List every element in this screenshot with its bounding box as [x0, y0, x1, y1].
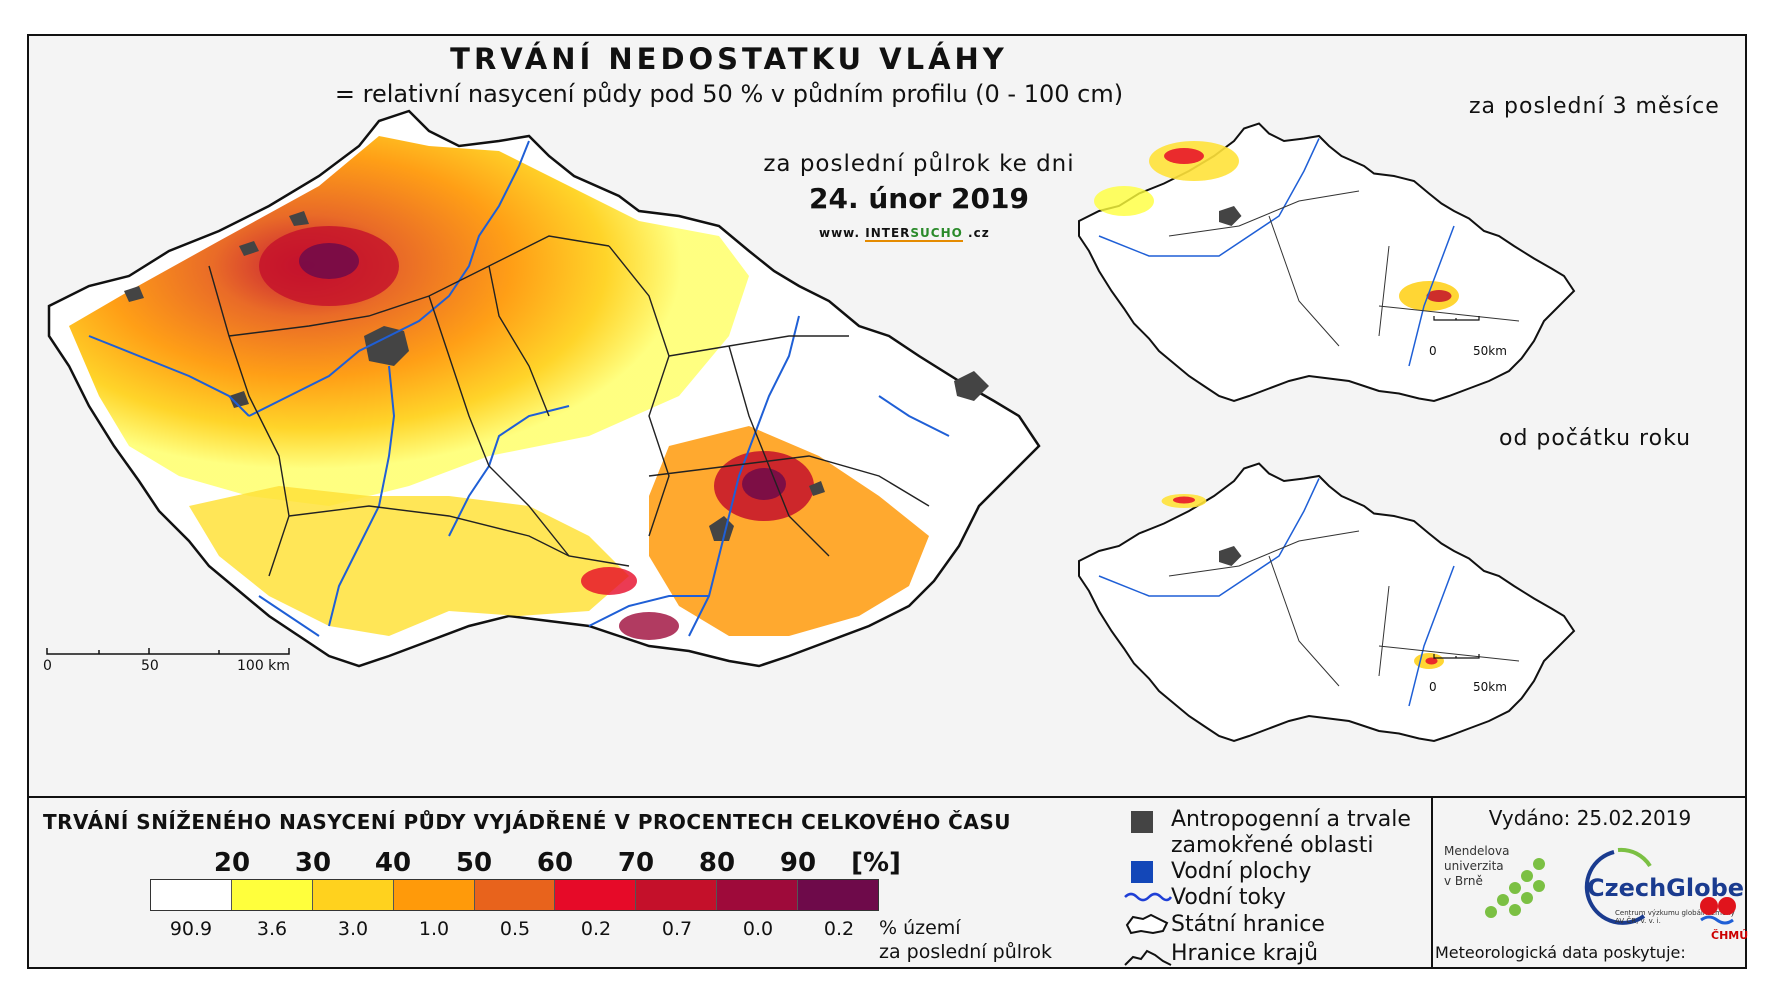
region-borders	[208, 235, 930, 577]
mendel-university-logo: Mendelova univerzita v Brně	[1444, 844, 1510, 888]
inset-title-year-start: od počátku roku	[1499, 426, 1692, 451]
credits-divider	[1431, 796, 1433, 969]
inset-year-start-scale-end: 50km	[1473, 680, 1507, 694]
inset-year-start-map	[1078, 462, 1576, 743]
period-label: za poslední půlrok ke dni	[763, 151, 1075, 177]
legend-swatch	[636, 880, 718, 910]
threshold-label: 50	[455, 848, 493, 878]
legend-swatch	[555, 880, 637, 910]
threshold-label: 40	[374, 848, 412, 878]
website-link[interactable]: www. INTERSUCHO .cz	[819, 226, 990, 242]
meteo-data-note: Meteorologická data poskytuje:	[1435, 943, 1686, 962]
drought-hotspot-moravia-core	[742, 468, 786, 500]
threshold-label: 30	[294, 848, 332, 878]
area-percent: 1.0	[418, 918, 450, 940]
inset-3-months-scale-bar	[1433, 316, 1480, 321]
region-border-symbol	[1124, 949, 1172, 966]
state-border-symbol	[1125, 913, 1169, 935]
scale-label-end: 100 km	[237, 658, 290, 674]
legend-swatch	[231, 880, 313, 910]
drought-hotspot-sw	[581, 567, 637, 595]
anthropogenic-areas	[124, 211, 989, 541]
area-percent: 90.9	[169, 918, 213, 940]
threshold-label: 60	[536, 848, 574, 878]
czechglobe-logo: CzechGlobe	[1587, 874, 1745, 902]
map-graphics	[46, 109, 1576, 743]
inset-3-months-scale-zero: 0	[1429, 344, 1437, 358]
key-water-bodies: Vodní plochy	[1171, 859, 1312, 884]
mendel-dots-icon	[1485, 858, 1545, 918]
inset-3-months-map	[1078, 122, 1576, 403]
legend-swatch	[312, 880, 394, 910]
legend-swatch	[151, 880, 232, 910]
key-anthropogenic: Antropogenní a trvale zamokřené oblasti	[1171, 807, 1411, 858]
area-percent: 0.2	[580, 918, 612, 940]
inset-title-3-months: za poslední 3 měsíce	[1469, 94, 1720, 119]
inset-year-start-scale-zero: 0	[1429, 680, 1437, 694]
area-percent: 3.0	[337, 918, 369, 940]
chmu-label: ČHMÚ	[1711, 929, 1749, 942]
map-date: 24. únor 2019	[809, 182, 1029, 215]
area-percent: 0.5	[499, 918, 531, 940]
main-scale-bar	[46, 648, 290, 655]
key-region-border: Hranice krajů	[1171, 941, 1319, 966]
area-percent: 0.7	[661, 918, 693, 940]
legend-swatch	[717, 880, 799, 910]
stream-symbol	[1124, 892, 1173, 902]
chmu-logo-icon	[1700, 897, 1736, 925]
rivers	[88, 140, 950, 637]
inset-year-start-scale-bar	[1433, 654, 1480, 659]
drought-area-bohemia	[69, 136, 749, 506]
inset-3-months-scale-end: 50km	[1473, 344, 1507, 358]
water-body-symbol	[1131, 861, 1153, 883]
key-line-symbols	[1124, 892, 1173, 966]
threshold-label: 70	[617, 848, 655, 878]
legend-color-bar	[150, 879, 879, 911]
legend-swatch	[474, 880, 556, 910]
scale-label-mid: 50	[141, 658, 159, 674]
area-percent: 0.0	[742, 918, 774, 940]
issued-date: Vydáno: 25.02.2019	[1488, 806, 1692, 830]
drought-area-south-bohemia	[189, 486, 629, 636]
map-frame: TRVÁNÍ NEDOSTATKU VLÁHY = relativní nasy…	[27, 34, 1749, 969]
map-title: TRVÁNÍ NEDOSTATKU VLÁHY	[450, 42, 1008, 76]
drought-hotspot-central-core	[299, 243, 359, 279]
key-streams: Vodní toky	[1171, 885, 1286, 910]
legend-swatch	[393, 880, 475, 910]
key-state-border: Státní hranice	[1171, 912, 1325, 937]
legend-swatch	[798, 880, 879, 910]
area-note: % území za poslední půlrok	[879, 917, 1053, 963]
czechglobe-swoosh-icon	[1584, 847, 1652, 925]
area-percent: 3.6	[256, 918, 288, 940]
scale-label-zero: 0	[43, 658, 52, 674]
legend-title: TRVÁNÍ SNÍŽENÉHO NASYCENÍ PŮDY VYJÁDŘENÉ…	[43, 810, 1011, 834]
threshold-label: 80	[698, 848, 736, 878]
area-percent: 0.2	[823, 918, 855, 940]
map-subtitle: = relativní nasycení půdy pod 50 % v půd…	[334, 80, 1124, 108]
threshold-unit: [%]	[851, 848, 901, 878]
anthropogenic-symbol	[1131, 811, 1153, 833]
drought-hotspot-south	[619, 612, 679, 640]
legend-divider	[29, 796, 1745, 798]
threshold-label: 20	[213, 848, 251, 878]
threshold-label: 90	[779, 848, 817, 878]
czechglobe-subtitle: Centrum výzkumu globální změny AV ČR, v.…	[1615, 909, 1735, 925]
